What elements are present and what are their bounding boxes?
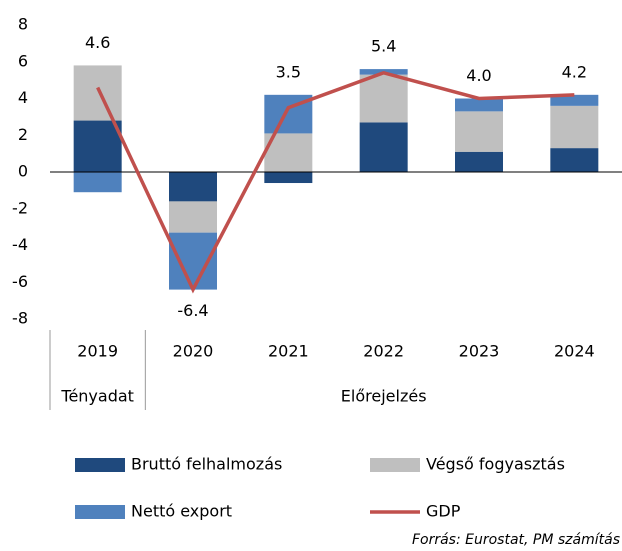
legend-label: Nettó export	[131, 502, 232, 521]
x-tick-label: 2022	[363, 342, 404, 361]
bar-segment	[455, 111, 503, 152]
bar-segment	[455, 98, 503, 112]
data-label: -6.4	[177, 301, 208, 320]
bar-segment	[169, 201, 217, 233]
y-tick-label: -6	[12, 272, 28, 291]
bar-segment	[550, 148, 599, 172]
data-label: 4.6	[85, 33, 110, 52]
bar-segment	[264, 172, 313, 184]
bar-segment	[73, 120, 122, 172]
source: Forrás: Eurostat, PM számítás	[412, 532, 620, 548]
y-tick-label: 0	[18, 162, 28, 181]
y-tick-label: 2	[18, 125, 28, 144]
bar-segment	[359, 122, 408, 172]
x-tick-label: 2019	[77, 342, 118, 361]
legend-label: GDP	[426, 502, 461, 521]
bar-segment	[550, 94, 599, 106]
data-label: 3.5	[276, 62, 301, 81]
group-label: Előrejelzés	[341, 387, 427, 406]
y-tick-label: -2	[12, 198, 28, 217]
legend-label: Bruttó felhalmozás	[131, 455, 282, 474]
y-tick-label: 6	[18, 51, 28, 70]
data-label: 4.2	[562, 62, 587, 81]
x-tick-label: 2021	[268, 342, 309, 361]
x-tick-label: 2024	[554, 342, 595, 361]
data-label: 5.4	[371, 37, 396, 56]
gdp-line	[96, 70, 575, 294]
legend-swatch	[370, 458, 420, 472]
data-label: 4.0	[466, 66, 491, 85]
y-tick-label: 8	[18, 15, 28, 34]
x-tick-label: 2023	[459, 342, 500, 361]
bar-segment	[550, 105, 599, 149]
y-tick-label: 4	[18, 88, 28, 107]
legend-swatch	[75, 458, 125, 472]
bar-segment	[169, 172, 217, 202]
group-label: Tényadat	[60, 387, 134, 406]
bar-segment	[455, 151, 503, 172]
bar-segment	[359, 74, 408, 123]
x-tick-label: 2020	[173, 342, 214, 361]
y-tick-label: -4	[12, 235, 28, 254]
bar-segment	[73, 65, 122, 121]
y-tick-label: -8	[12, 309, 28, 328]
legend-swatch	[75, 505, 125, 519]
bar-segment	[73, 172, 122, 193]
legend-label: Végső fogyasztás	[426, 455, 565, 474]
